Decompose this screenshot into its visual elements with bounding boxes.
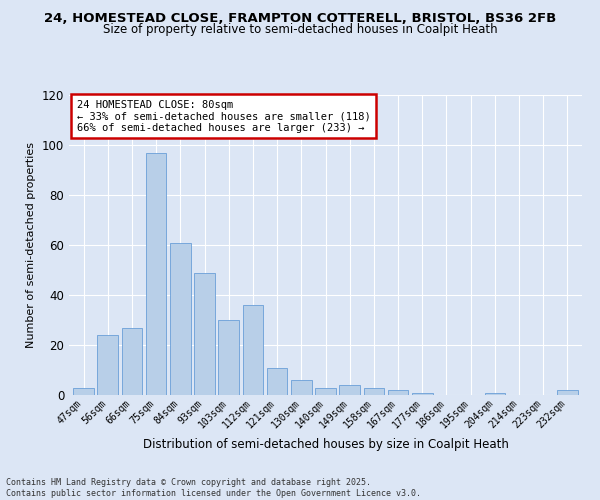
Text: 24, HOMESTEAD CLOSE, FRAMPTON COTTERELL, BRISTOL, BS36 2FB: 24, HOMESTEAD CLOSE, FRAMPTON COTTERELL,… [44,12,556,26]
Bar [194,272,215,395]
Bar [291,380,311,395]
Text: 24 HOMESTEAD CLOSE: 80sqm
← 33% of semi-detached houses are smaller (118)
66% of: 24 HOMESTEAD CLOSE: 80sqm ← 33% of semi-… [77,100,370,132]
Bar [388,390,409,395]
Bar [412,392,433,395]
Bar [122,328,142,395]
Bar [315,388,336,395]
Bar [242,305,263,395]
Bar [146,152,166,395]
Bar [340,385,360,395]
Bar [218,320,239,395]
Bar [557,390,578,395]
Bar [485,392,505,395]
Text: Contains HM Land Registry data © Crown copyright and database right 2025.
Contai: Contains HM Land Registry data © Crown c… [6,478,421,498]
Bar [170,242,191,395]
Bar [364,388,384,395]
Y-axis label: Number of semi-detached properties: Number of semi-detached properties [26,142,36,348]
X-axis label: Distribution of semi-detached houses by size in Coalpit Heath: Distribution of semi-detached houses by … [143,438,508,451]
Bar [267,368,287,395]
Bar [73,388,94,395]
Bar [97,335,118,395]
Text: Size of property relative to semi-detached houses in Coalpit Heath: Size of property relative to semi-detach… [103,22,497,36]
